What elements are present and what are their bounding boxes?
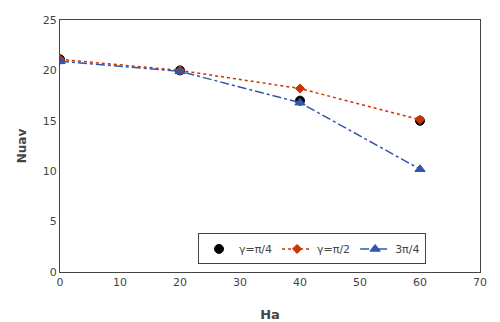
svg-text:10: 10 <box>43 165 57 178</box>
svg-text:10: 10 <box>113 276 127 289</box>
svg-text:0: 0 <box>57 276 64 289</box>
svg-text:40: 40 <box>293 276 307 289</box>
svg-text:25: 25 <box>43 14 57 27</box>
svg-text:20: 20 <box>173 276 187 289</box>
svg-text:γ=π/4: γ=π/4 <box>239 243 272 256</box>
svg-text:γ=π/2: γ=π/2 <box>317 243 350 256</box>
svg-text:Nuav: Nuav <box>15 129 29 164</box>
svg-text:50: 50 <box>353 276 367 289</box>
svg-text:20: 20 <box>43 64 57 77</box>
svg-text:5: 5 <box>50 215 57 228</box>
svg-text:15: 15 <box>43 115 57 128</box>
svg-text:3π/4: 3π/4 <box>395 243 419 256</box>
svg-text:Ha: Ha <box>260 307 280 322</box>
svg-text:70: 70 <box>473 276 487 289</box>
svg-text:0: 0 <box>50 266 57 279</box>
svg-text:60: 60 <box>413 276 427 289</box>
svg-text:30: 30 <box>233 276 247 289</box>
